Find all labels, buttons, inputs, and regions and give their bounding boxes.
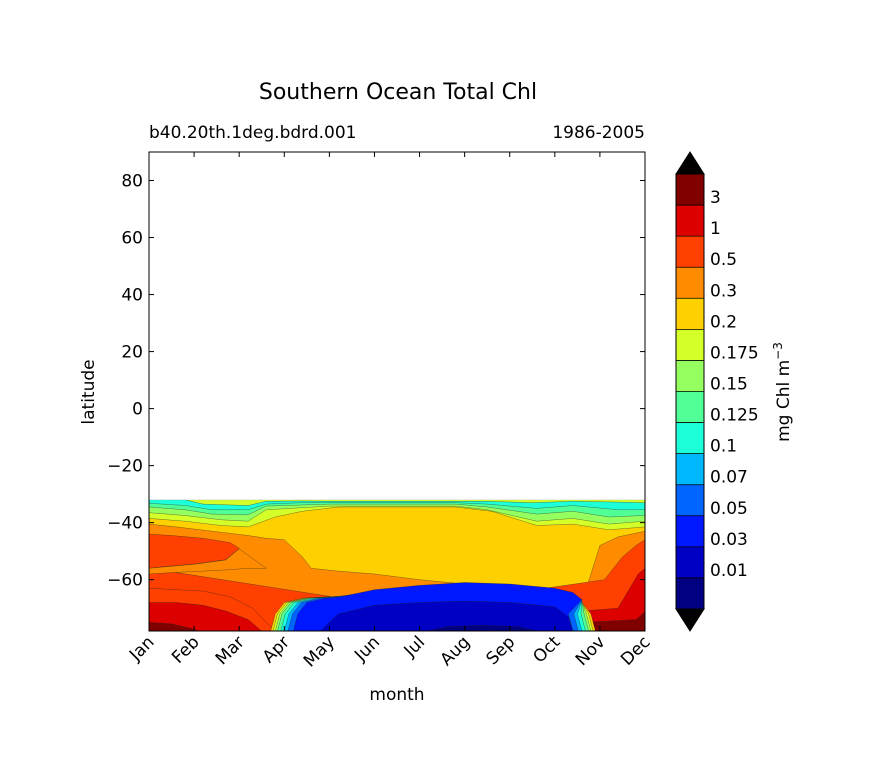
colorbar-tick-label: 0.03 (710, 530, 748, 550)
colorbar-tick-label: 0.3 (710, 281, 737, 301)
colorbar-segment (676, 360, 704, 392)
colorbar-segment (676, 205, 704, 237)
colorbar-segment (676, 577, 704, 609)
x-tick-label: Jan (125, 632, 158, 665)
colorbar-segment (676, 236, 704, 268)
colorbar-segment (676, 515, 704, 547)
colorbar-segment (676, 484, 704, 516)
chart-title: Southern Ocean Total Chl (259, 80, 537, 105)
colorbar-tick-label: 0.07 (710, 468, 748, 488)
colorbar-segment (676, 298, 704, 330)
y-tick-label: −60 (107, 571, 143, 591)
y-tick-label: 20 (121, 343, 143, 363)
colorbar-tick-label: 0.05 (710, 499, 748, 519)
x-tick-label: Jun (350, 632, 384, 666)
y-tick-label: 80 (121, 172, 143, 192)
colorbar-segment (676, 174, 704, 206)
colorbar-segment (676, 546, 704, 578)
no-data-area (149, 152, 645, 500)
subtitle-right: 1986-2005 (552, 123, 645, 143)
colorbar-segment (676, 453, 704, 485)
colorbar-tick-label: 0.2 (710, 312, 737, 332)
band-3-jan (149, 622, 207, 631)
colorbar-extend-bottom (675, 608, 705, 632)
y-tick-label: −20 (107, 457, 143, 477)
colorbar-tick-label: 3 (710, 188, 721, 208)
x-tick-label: May (300, 632, 339, 671)
colorbar-segment (676, 267, 704, 299)
band-001 (317, 600, 575, 631)
colorbar-label-exponent: −3 (771, 342, 785, 360)
y-axis-label: latitude (79, 359, 99, 424)
band-1-jan-south (149, 602, 269, 631)
x-tick-label: Oct (529, 632, 564, 667)
x-tick-label: Apr (259, 632, 294, 667)
x-tick-label: Aug (437, 632, 475, 670)
colorbar-label: mg Chl m−3 (771, 342, 794, 442)
contour-field (149, 152, 645, 631)
subtitle-left: b40.20th.1deg.bdrd.001 (149, 123, 356, 143)
plot-frame (148, 151, 646, 632)
x-tick-label: Nov (572, 632, 610, 670)
colorbar-segment (676, 391, 704, 423)
y-tick-label: 40 (121, 286, 143, 306)
colorbar-label-text: mg Chl m (774, 360, 794, 442)
colorbar-tick-label: 0.125 (710, 406, 759, 426)
x-axis-label: month (369, 685, 424, 705)
colorbar-segment (676, 422, 704, 454)
x-tick-label: Mar (212, 632, 249, 669)
x-tick-label: Feb (168, 632, 203, 667)
colorbar-tick-label: 0.5 (710, 250, 737, 270)
y-tick-label: 60 (121, 229, 143, 249)
colorbar: 3 1 0.5 0.3 0.2 0.175 0.15 0.125 0.1 0.07 0.05 0.03… (675, 151, 759, 632)
colorbar-tick-label: 0.1 (710, 437, 737, 457)
colorbar-tick-label: 1 (710, 219, 721, 239)
colorbar-tick-label: 0.15 (710, 375, 748, 395)
colorbar-extend-top (675, 151, 705, 175)
band-03-lower (149, 548, 267, 575)
x-tick-label: Sep (482, 632, 519, 669)
colorbar-segment (676, 329, 704, 361)
colorbar-tick-label: 0.175 (710, 343, 759, 363)
y-tick-label: −40 (107, 514, 143, 534)
x-tick-label: Jul (400, 632, 429, 661)
y-axis: 80 60 40 20 0 −20 −40 −60 (107, 172, 645, 591)
colorbar-tick-label: 0.01 (710, 561, 748, 581)
y-tick-label: 0 (132, 400, 143, 420)
x-tick-label: Dec (617, 632, 654, 669)
